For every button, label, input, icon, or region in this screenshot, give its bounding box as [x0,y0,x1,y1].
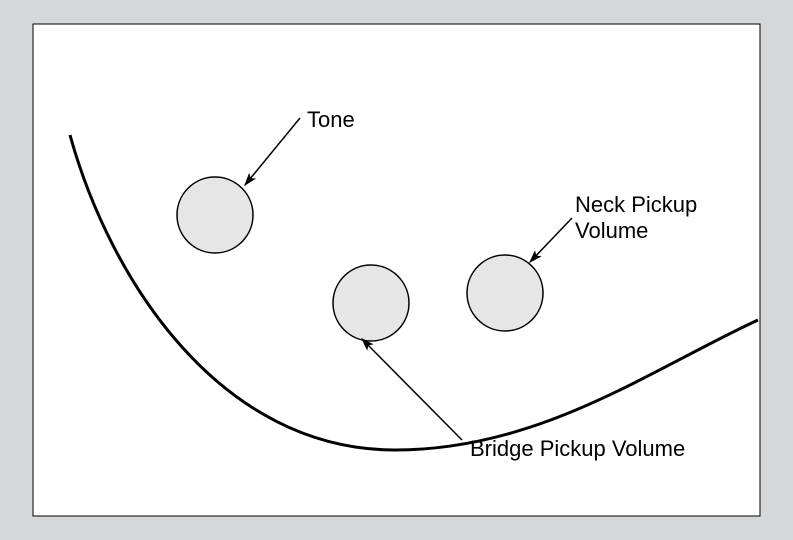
neck-pickup-volume-label-line1: Neck Pickup [575,192,697,217]
diagram-page: Tone Neck Pickup Volume Bridge Pickup Vo… [0,0,793,540]
tone-knob [177,177,253,253]
bridge-pickup-volume-label: Bridge Pickup Volume [470,436,685,462]
bridge-pickup-volume-knob [333,265,409,341]
neck-pickup-volume-knob [467,255,543,331]
neck-pickup-volume-label: Neck Pickup Volume [575,192,697,244]
neck-pickup-volume-label-line2: Volume [575,218,648,243]
tone-label: Tone [307,107,355,133]
